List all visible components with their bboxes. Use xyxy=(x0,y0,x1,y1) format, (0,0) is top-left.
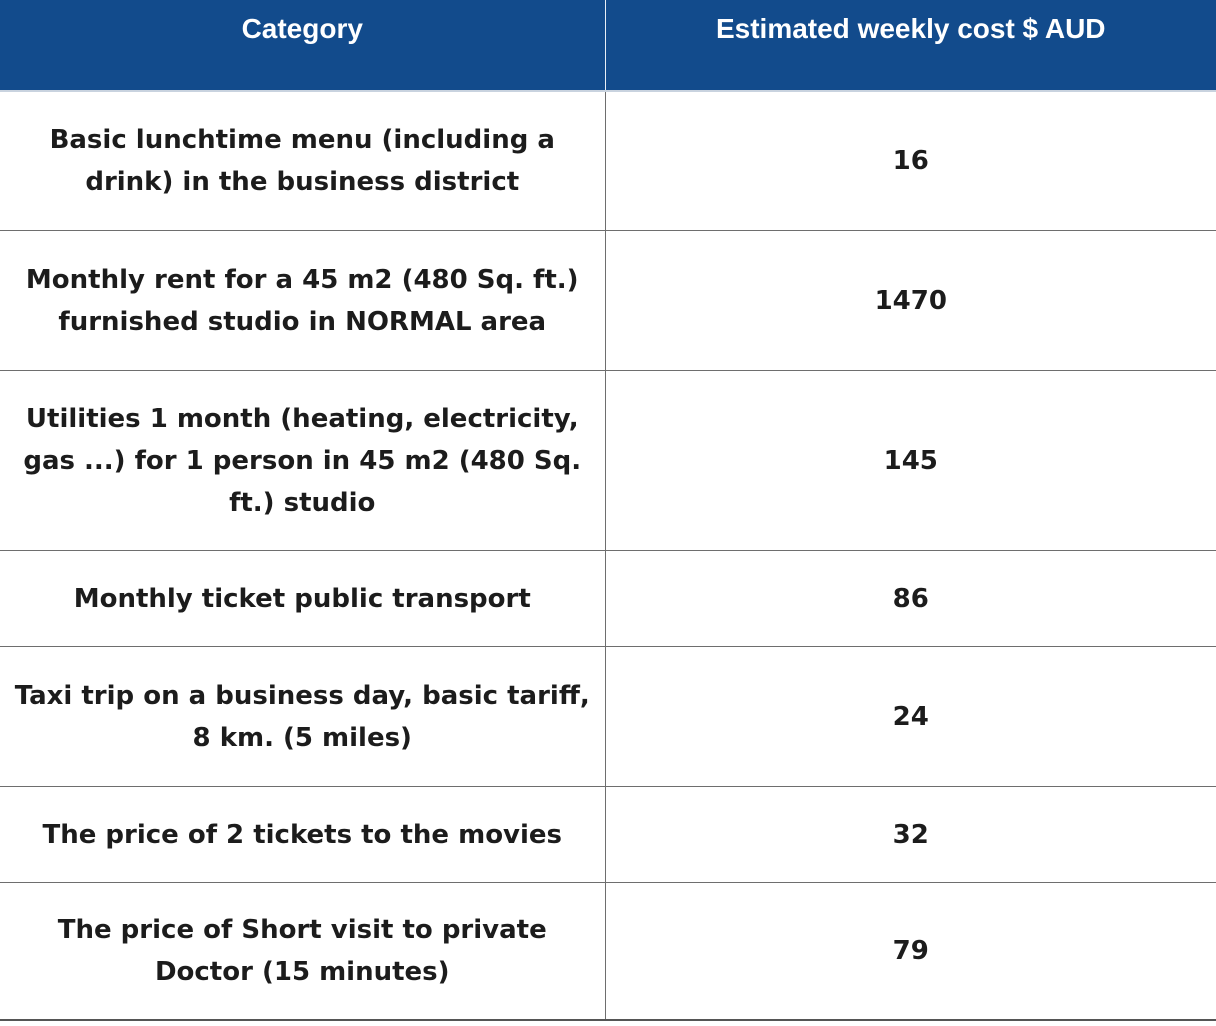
category-cell: Taxi trip on a business day, basic tarif… xyxy=(0,646,605,787)
cost-cell: 16 xyxy=(604,90,1216,231)
header-cost: Estimated weekly cost $ AUD xyxy=(604,0,1216,92)
table-row: Monthly ticket public transport 86 xyxy=(0,550,1216,647)
table-row: Monthly rent for a 45 m2 (480 Sq. ft.) f… xyxy=(0,230,1216,371)
cost-cell: 24 xyxy=(604,646,1216,787)
cost-cell: 86 xyxy=(604,550,1216,647)
cost-cell: 79 xyxy=(604,882,1216,1021)
category-cell: Utilities 1 month (heating, electricity,… xyxy=(0,370,605,551)
table-row: Taxi trip on a business day, basic tarif… xyxy=(0,646,1216,787)
category-cell: The price of 2 tickets to the movies xyxy=(0,786,605,883)
header-category: Category xyxy=(0,0,605,92)
category-cell: Monthly rent for a 45 m2 (480 Sq. ft.) f… xyxy=(0,230,605,371)
table-row: Basic lunchtime menu (including a drink)… xyxy=(0,90,1216,231)
table-row: The price of 2 tickets to the movies 32 xyxy=(0,786,1216,883)
cost-cell: 1470 xyxy=(604,230,1216,371)
table-row: Utilities 1 month (heating, electricity,… xyxy=(0,370,1216,551)
cost-cell: 145 xyxy=(604,370,1216,551)
header-row: Category Estimated weekly cost $ AUD xyxy=(0,0,1216,92)
table-row: The price of Short visit to private Doct… xyxy=(0,882,1216,1021)
header-category-label: Category xyxy=(241,13,363,44)
category-cell: The price of Short visit to private Doct… xyxy=(0,882,605,1021)
category-cell: Monthly ticket public transport xyxy=(0,550,605,647)
header-cost-label: Estimated weekly cost $ AUD xyxy=(715,13,1106,44)
cost-cell: 32 xyxy=(604,786,1216,883)
category-cell: Basic lunchtime menu (including a drink)… xyxy=(0,90,605,231)
